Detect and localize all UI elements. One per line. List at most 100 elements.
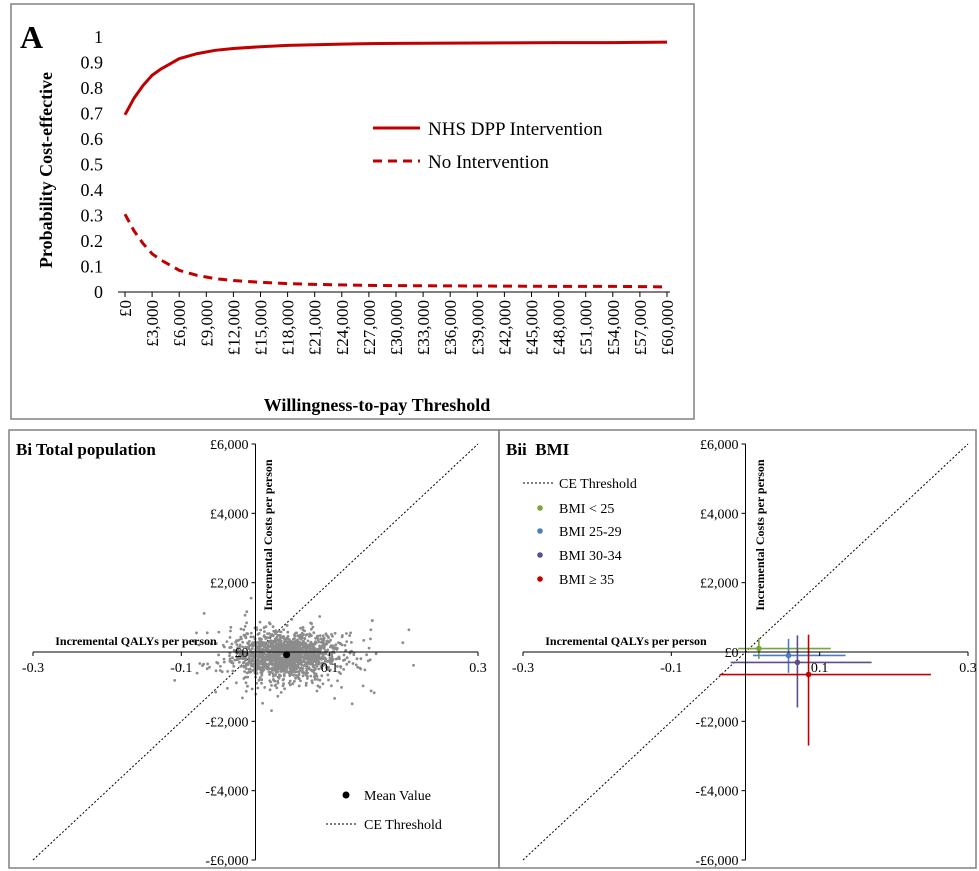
panel-bii-y-tick-label: -£2,000 [695, 715, 738, 730]
panel-a-x-axis: £0 £3,000 £6,000 £9,000 £12,000 £15,000 £18,00… [116, 292, 677, 355]
psa-point [329, 668, 332, 672]
psa-point [273, 679, 277, 683]
panel-a-y-tick-label: 0.2 [81, 231, 104, 251]
psa-point [330, 662, 333, 665]
psa-point [285, 636, 289, 640]
psa-point [288, 679, 292, 683]
psa-point [266, 665, 269, 668]
psa-point [247, 670, 251, 674]
panel-a-x-tick-label: £33,000 [414, 300, 433, 355]
panel-a-y-axis: 0 0.1 0.2 0.3 0.4 0.5 0.6 0.7 0.8 0.9 1 [81, 27, 104, 302]
psa-point [304, 684, 308, 687]
psa-point [309, 668, 312, 672]
psa-point [318, 615, 322, 618]
psa-point [298, 633, 302, 637]
psa-point [262, 645, 266, 648]
psa-point [241, 640, 245, 644]
psa-point [345, 662, 349, 666]
panel-a-x-tick-label: £6,000 [170, 300, 189, 347]
psa-point [407, 628, 411, 632]
psa-point [293, 652, 297, 656]
psa-point [238, 643, 242, 647]
psa-point [330, 655, 334, 659]
psa-point [316, 638, 320, 642]
psa-point [319, 637, 323, 641]
psa-point [268, 632, 271, 636]
panel-bi-scatter-cloud [173, 596, 415, 712]
psa-point [286, 630, 290, 634]
psa-point [244, 658, 247, 662]
psa-point [336, 679, 339, 683]
psa-point [303, 664, 306, 667]
panel-bii-y-tick-label: £0 [725, 646, 739, 661]
panel-bii-chart: -0.3 -0.1 0.1 0.3 £6,000 £4,000 £2,000 £0 -£2,00… [498, 429, 977, 869]
panel-bii-x-tick-label: -0.1 [660, 661, 682, 676]
panel-bii-y-tick-label: -£4,000 [695, 785, 738, 800]
psa-point [262, 661, 266, 664]
psa-point [228, 657, 232, 661]
psa-point [231, 661, 235, 665]
psa-point [318, 649, 322, 652]
psa-point [265, 646, 269, 649]
panel-a-x-tick-label: £24,000 [333, 300, 352, 355]
psa-point [359, 657, 363, 661]
psa-point [273, 637, 277, 641]
psa-point [277, 661, 281, 665]
psa-point [291, 665, 295, 669]
psa-point [278, 639, 282, 642]
panel-bii-x-tick-label: 0.1 [811, 661, 829, 676]
psa-point [265, 667, 269, 671]
psa-point [261, 647, 265, 651]
psa-point [342, 668, 346, 671]
panel-a-y-tick-label: 0.7 [81, 104, 104, 124]
psa-point [259, 628, 262, 632]
psa-point [363, 668, 367, 672]
psa-point [214, 690, 218, 694]
psa-point [319, 652, 322, 656]
panel-a-x-tick-label: £45,000 [523, 300, 542, 355]
legend-label-no-intervention: No Intervention [428, 152, 549, 173]
legend-label-mean-value: Mean Value [364, 789, 431, 804]
psa-point [305, 633, 309, 636]
psa-point [260, 644, 264, 647]
panel-a-x-tick-label: £15,000 [252, 300, 271, 355]
panel-bii-y-tick-label: £6,000 [700, 438, 739, 453]
panel-a-x-tick-label: £21,000 [306, 300, 325, 355]
psa-point [301, 628, 305, 632]
psa-point [251, 657, 254, 661]
psa-point [214, 669, 218, 673]
psa-point [209, 642, 213, 646]
psa-point [262, 626, 266, 630]
psa-point [316, 636, 320, 640]
psa-point [229, 625, 233, 629]
psa-point [318, 678, 322, 682]
psa-point [241, 645, 245, 649]
psa-point [278, 644, 282, 648]
psa-point [198, 662, 202, 665]
psa-point [246, 661, 250, 665]
psa-point [292, 674, 296, 677]
psa-point [264, 655, 268, 658]
psa-point [295, 631, 298, 635]
psa-point [326, 668, 330, 672]
psa-point [284, 669, 288, 673]
psa-point [244, 636, 248, 640]
psa-point [401, 641, 405, 645]
psa-point [294, 676, 297, 680]
psa-point [247, 656, 251, 660]
psa-point [260, 681, 263, 685]
panel-bi-legend: Mean Value CE Threshold [326, 789, 442, 833]
psa-point [321, 638, 325, 641]
panel-a-x-tick-label: £12,000 [224, 300, 243, 355]
psa-point [303, 637, 307, 641]
panel-bi-y-axis-title: Incremental Costs per person [261, 459, 275, 611]
psa-point [244, 681, 248, 685]
panel-bi-y-tick-label: £4,000 [210, 507, 249, 522]
psa-point [268, 662, 271, 665]
psa-point [337, 670, 341, 674]
panel-bi-y-tick-label: -£6,000 [205, 854, 248, 869]
psa-point [334, 657, 338, 661]
panel-bi-x-tick-label: 0.3 [469, 661, 487, 676]
psa-point [339, 665, 342, 668]
